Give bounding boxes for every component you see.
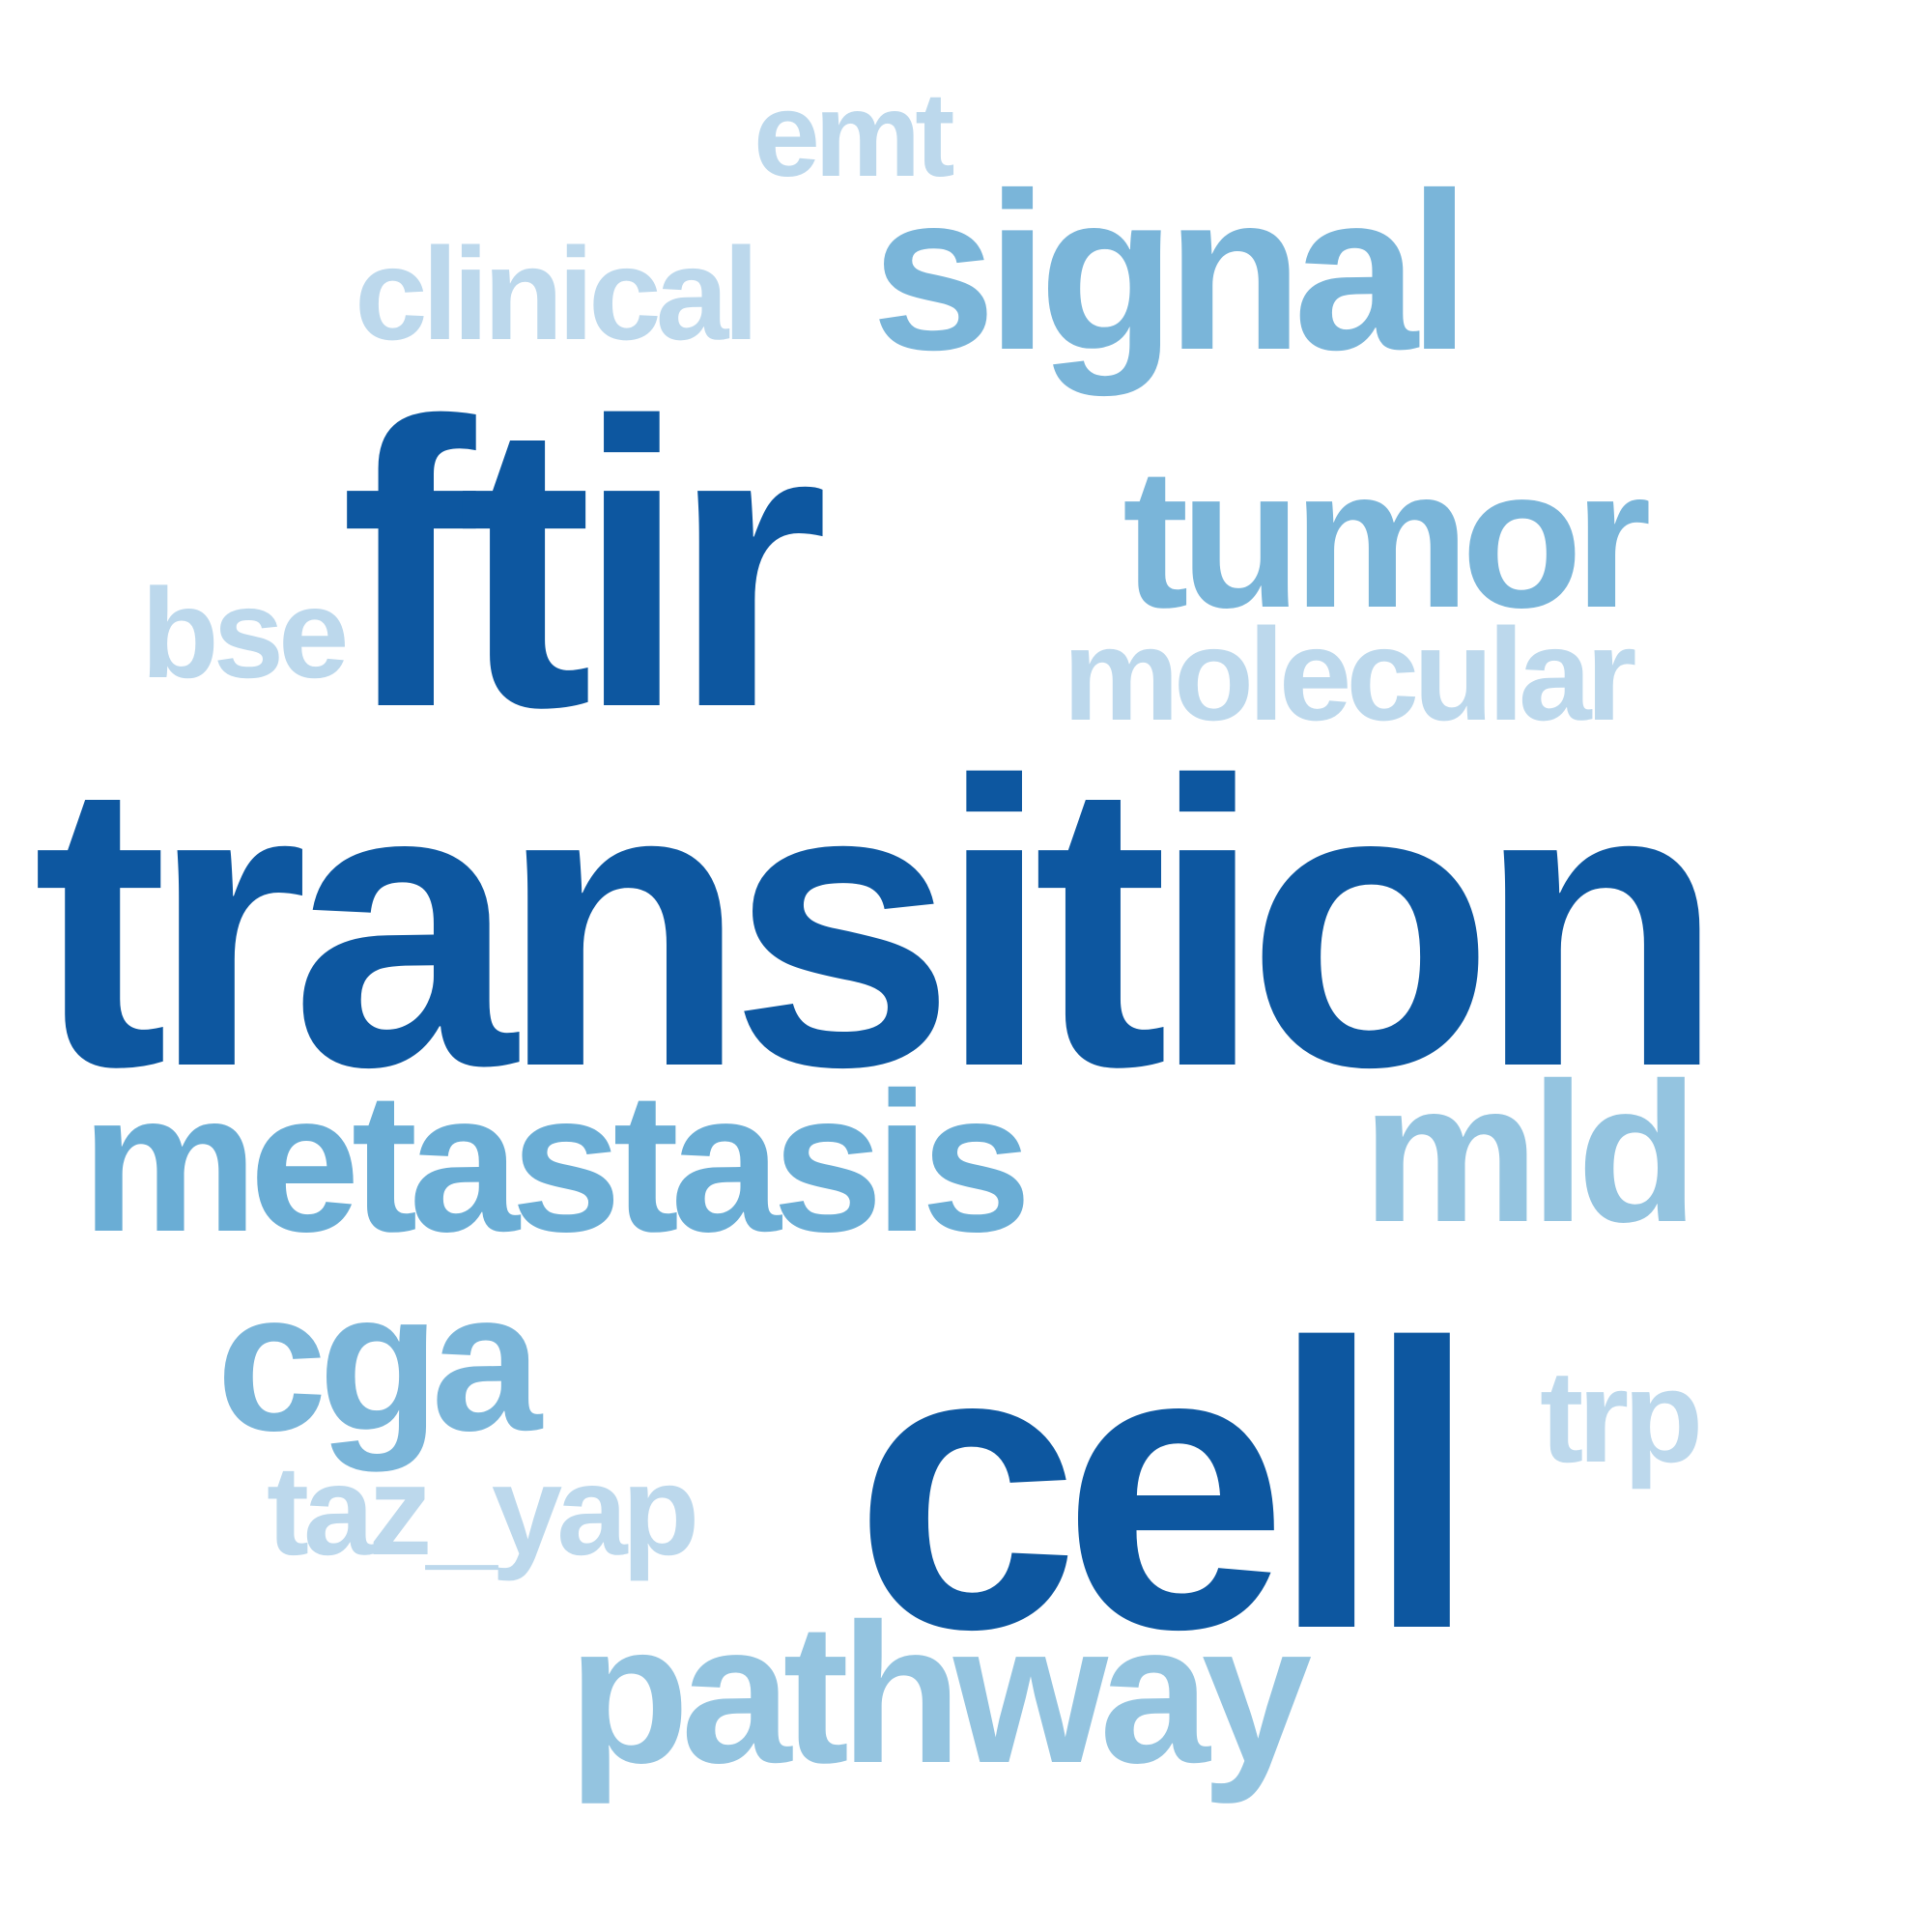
word-taz_yap: taz_yap [267,1439,699,1581]
word-cell: cell [854,1261,1479,1714]
word-transition: transition [33,698,1724,1151]
word-emt: emt [753,69,955,202]
word-signal: signal [871,147,1470,397]
word-molecular: molecular [1063,601,1636,748]
word-bse: bse [141,562,349,704]
word-cga: cga [216,1250,542,1472]
word-ftir: ftir [340,339,829,792]
word-metastasis: metastasis [81,1051,1032,1273]
word-pathway: pathway [568,1582,1312,1804]
word-clinical: clinical [355,220,759,367]
word-trp: trp [1540,1343,1703,1490]
word-mld: mld [1362,1041,1698,1264]
word-tumor: tumor [1122,427,1652,649]
